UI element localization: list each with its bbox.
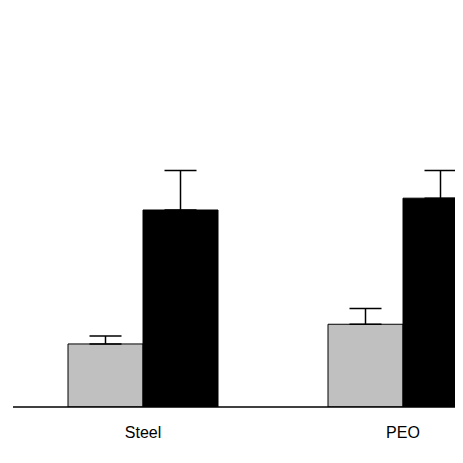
svg-text:PEO: PEO	[386, 424, 420, 441]
svg-text:Steel: Steel	[125, 424, 161, 441]
